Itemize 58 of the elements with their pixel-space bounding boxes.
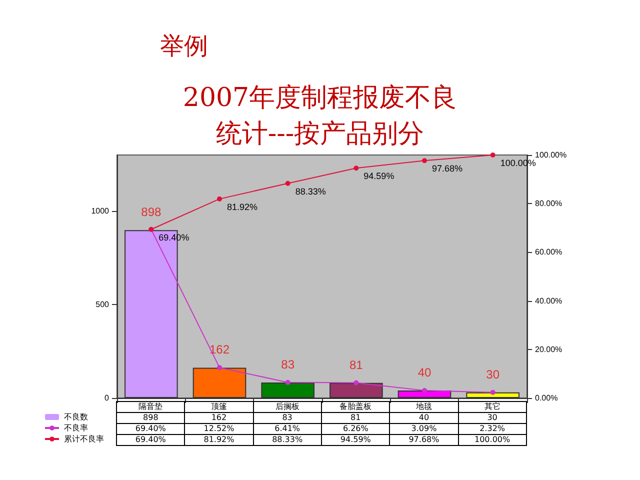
text: 97.68% — [432, 164, 463, 174]
x-tick-label: 后搁板 — [253, 402, 322, 412]
data-label: 88.33% — [253, 434, 322, 446]
point — [285, 180, 290, 186]
text: 40 — [418, 366, 432, 380]
point — [285, 380, 290, 385]
x-tick-label: 地毯 — [390, 402, 458, 412]
data-label: 898 — [116, 412, 185, 424]
y2-tick-label: 100.00% — [535, 150, 567, 160]
legend-label: 不良数 — [64, 412, 88, 422]
text: 898 — [141, 205, 162, 220]
point — [422, 388, 427, 393]
text: 81.92% — [227, 202, 258, 212]
text: 83 — [281, 357, 295, 372]
y-tick-label: 500 — [96, 300, 110, 310]
y2-tick-label: 60.00% — [535, 248, 562, 257]
x-tick-label: 隔音垫 — [116, 402, 185, 412]
point — [490, 390, 496, 395]
data-label: 100.00% — [458, 434, 526, 446]
data-label: 162 — [184, 412, 254, 424]
data-label: 69.40% — [116, 424, 185, 434]
point — [217, 365, 222, 370]
data-label: 40 — [390, 412, 458, 424]
point — [217, 196, 222, 202]
chart-subtitle: 2007年度制程报废不良统计---按产品别分 — [182, 82, 458, 151]
text: 88.33% — [295, 186, 326, 196]
y-tick-label: 0 — [104, 394, 110, 402]
data-label: 6.26% — [321, 424, 390, 434]
point — [490, 152, 496, 158]
point — [354, 380, 359, 386]
legend-label: 不良率 — [64, 424, 88, 432]
data-label: 30 — [458, 412, 526, 424]
text: 30 — [486, 367, 500, 382]
x-tick-label: 其它 — [458, 402, 526, 412]
data-label: 97.68% — [390, 434, 458, 446]
y2-tick-label: 40.00% — [535, 296, 562, 306]
legend-label: 累计不良率 — [64, 434, 104, 444]
data-label: 69.40% — [116, 434, 185, 446]
x-tick-label: 顶篷 — [184, 402, 254, 412]
data-label: 12.52% — [184, 424, 254, 434]
point — [354, 166, 359, 171]
y-tick-label: 1000 — [91, 206, 110, 216]
x-tick-label: 备胎盖板 — [321, 402, 390, 412]
chart-title: 举例 — [160, 31, 208, 62]
y2-tick-label: 20.00% — [535, 344, 562, 354]
data-label: 94.59% — [321, 434, 390, 446]
text: 94.59% — [364, 171, 394, 182]
data-label: 81.92% — [184, 434, 254, 446]
point — [422, 158, 427, 164]
y2-tick-label: 0.00% — [535, 394, 558, 402]
y2-tick-label: 80.00% — [535, 199, 562, 208]
data-label: 3.09% — [390, 424, 458, 434]
data-label: 6.41% — [253, 424, 322, 434]
text: 162 — [209, 342, 230, 357]
data-label: 83 — [253, 412, 322, 424]
text: 81 — [349, 358, 363, 372]
data-label: 2.32% — [458, 424, 526, 434]
data-label: 81 — [321, 412, 390, 424]
